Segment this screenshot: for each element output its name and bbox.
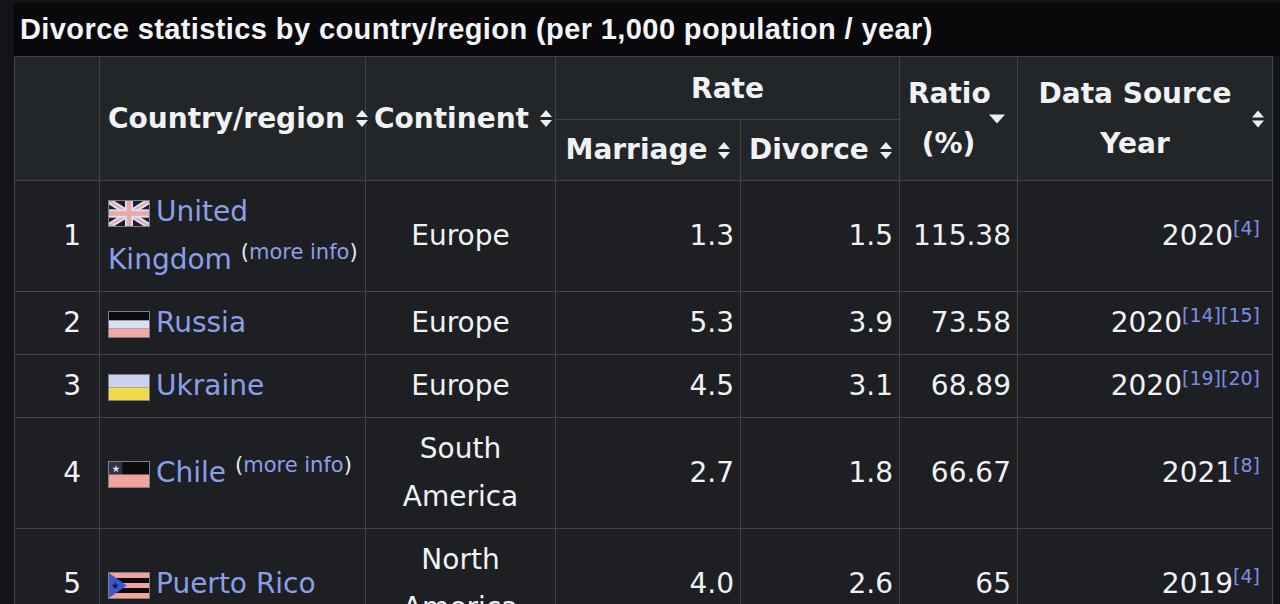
table-row: 2 Russia Europe 5.3 3.9 73.58 2020[14][1… [15, 292, 1273, 355]
ratio-cell: 65 [900, 529, 1018, 604]
data-source-year-cell: 2020[4] [1018, 181, 1273, 292]
marriage-column-header[interactable]: Marriage [556, 120, 741, 181]
country-column-header[interactable]: Country/region [100, 57, 366, 181]
ratio-cell: 73.58 [900, 292, 1018, 355]
uk-flag-icon [108, 200, 150, 227]
country-link[interactable]: Russia [156, 306, 246, 339]
reference-link[interactable]: [20] [1221, 367, 1260, 389]
table-row: 5 Puerto Rico North America 4.0 2.6 65 2… [15, 529, 1273, 604]
russia-flag-icon [108, 311, 150, 338]
more-info-note: (more info) [235, 453, 352, 477]
divorce-statistics-table: Country/region Continent Rate Ratio (%) … [14, 56, 1273, 604]
rank-column-header [15, 57, 100, 181]
chile-flag-icon [108, 461, 150, 488]
continent-cell: South America [366, 418, 556, 529]
continent-cell: Europe [366, 292, 556, 355]
table-row: 4 Chile (more info) South America 2.7 1.… [15, 418, 1273, 529]
divorce-rate-cell: 1.8 [741, 418, 900, 529]
table-title: Divorce statistics by country/region (pe… [20, 13, 933, 46]
reference-link[interactable]: [8] [1233, 454, 1260, 476]
more-info-note: (more info) [241, 240, 358, 264]
rank-cell: 4 [15, 418, 100, 529]
marriage-rate-cell: 5.3 [556, 292, 741, 355]
data-source-year-cell: 2021[8] [1018, 418, 1273, 529]
sort-descending-icon[interactable] [989, 114, 1005, 123]
sort-icon[interactable] [1252, 110, 1264, 127]
sort-icon[interactable] [880, 142, 892, 159]
continent-column-header[interactable]: Continent [366, 57, 556, 181]
reference-link[interactable]: [4] [1233, 565, 1260, 587]
marriage-rate-cell: 4.5 [556, 355, 741, 418]
ukraine-flag-icon [108, 374, 150, 401]
more-info-link[interactable]: more info [249, 240, 349, 264]
reference-link[interactable]: [15] [1221, 304, 1260, 326]
data-source-year-cell: 2020[14][15] [1018, 292, 1273, 355]
country-cell: Puerto Rico [100, 529, 366, 604]
sort-icon[interactable] [718, 142, 730, 159]
data-source-year-column-header[interactable]: Data Source Year [1018, 57, 1273, 181]
reference-link[interactable]: [4] [1233, 217, 1260, 239]
puerto-rico-flag-icon [108, 572, 150, 599]
country-cell: Ukraine [100, 355, 366, 418]
rate-column-group-header: Rate [556, 57, 900, 120]
reference-link[interactable]: [14] [1182, 304, 1221, 326]
marriage-rate-cell: 2.7 [556, 418, 741, 529]
marriage-rate-cell: 1.3 [556, 181, 741, 292]
data-source-year-cell: 2020[19][20] [1018, 355, 1273, 418]
rank-cell: 2 [15, 292, 100, 355]
continent-cell: Europe [366, 181, 556, 292]
data-source-year-cell: 2019[4] [1018, 529, 1273, 604]
divorce-rate-cell: 3.9 [741, 292, 900, 355]
country-cell: United Kingdom (more info) [100, 181, 366, 292]
ratio-cell: 68.89 [900, 355, 1018, 418]
continent-cell: North America [366, 529, 556, 604]
rank-cell: 3 [15, 355, 100, 418]
sort-icon[interactable] [540, 110, 552, 127]
table-caption-bar: Divorce statistics by country/region (pe… [14, 3, 1280, 56]
rank-cell: 5 [15, 529, 100, 604]
ratio-cell: 115.38 [900, 181, 1018, 292]
marriage-rate-cell: 4.0 [556, 529, 741, 604]
divorce-rate-cell: 2.6 [741, 529, 900, 604]
ratio-cell: 66.67 [900, 418, 1018, 529]
country-link[interactable]: Puerto Rico [156, 567, 316, 600]
divorce-rate-cell: 3.1 [741, 355, 900, 418]
divorce-column-header[interactable]: Divorce [741, 120, 900, 181]
reference-link[interactable]: [19] [1182, 367, 1221, 389]
country-cell: Chile (more info) [100, 418, 366, 529]
sort-icon[interactable] [356, 110, 368, 127]
country-link[interactable]: Ukraine [156, 369, 264, 402]
rank-cell: 1 [15, 181, 100, 292]
table-row: 1 United Kingdom (more info) Europe 1.3 … [15, 181, 1273, 292]
continent-cell: Europe [366, 355, 556, 418]
more-info-link[interactable]: more info [243, 453, 343, 477]
ratio-column-header[interactable]: Ratio (%) [900, 57, 1018, 181]
divorce-rate-cell: 1.5 [741, 181, 900, 292]
table-row: 3 Ukraine Europe 4.5 3.1 68.89 2020[19][… [15, 355, 1273, 418]
country-cell: Russia [100, 292, 366, 355]
country-link[interactable]: Chile [156, 456, 226, 489]
